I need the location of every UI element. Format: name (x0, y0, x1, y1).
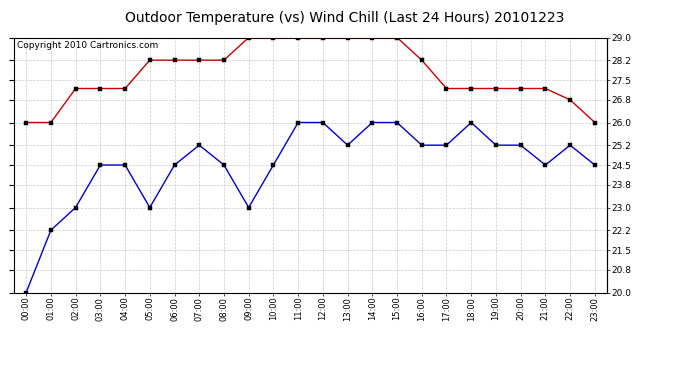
Text: Outdoor Temperature (vs) Wind Chill (Last 24 Hours) 20101223: Outdoor Temperature (vs) Wind Chill (Las… (126, 11, 564, 25)
Text: Copyright 2010 Cartronics.com: Copyright 2010 Cartronics.com (17, 41, 158, 50)
